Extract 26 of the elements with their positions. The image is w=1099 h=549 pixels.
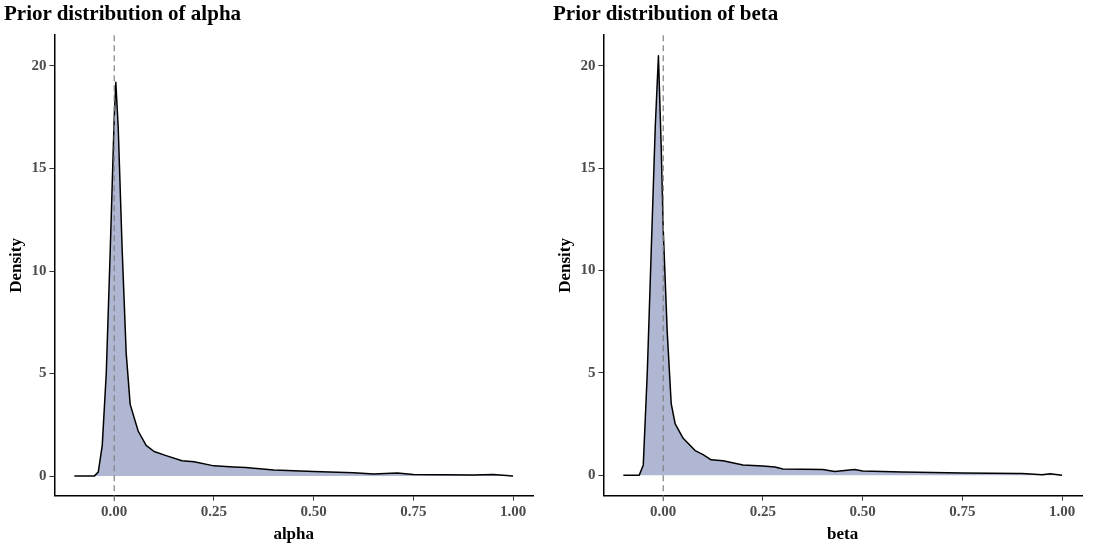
x-tick-label: 0.00 [101,503,128,520]
y-tick-label: 10 [31,261,47,278]
chart-title: Prior distribution of beta [553,1,779,26]
y-tick-label: 10 [580,261,596,278]
y-tick-label: 5 [587,363,596,380]
x-tick-label: 1.00 [499,503,527,520]
x-tick-label: 0.50 [300,503,327,520]
x-tick-label: 0.00 [650,503,677,520]
y-axis-title: Density [5,237,25,293]
x-tick-label: 0.25 [200,503,228,520]
y-tick-label: 0 [38,466,47,483]
y-tick-label: 15 [580,159,596,176]
y-tick-label: 15 [31,159,47,176]
chart-title: Prior distribution of alpha [4,1,242,26]
x-axis-title: alpha [273,524,315,544]
y-tick-label: 0 [587,466,596,483]
x-tick-label: 1.00 [1048,503,1076,520]
y-tick-label: 5 [38,364,47,381]
x-tick-label: 0.50 [849,503,876,520]
x-axis-title: beta [827,524,859,544]
x-tick-label: 0.75 [949,503,976,520]
y-axis-title: Density [554,237,574,293]
x-tick-label: 0.25 [749,503,777,520]
x-tick-label: 0.75 [400,503,427,520]
y-tick-label: 20 [580,56,596,73]
y-tick-label: 20 [31,56,47,73]
